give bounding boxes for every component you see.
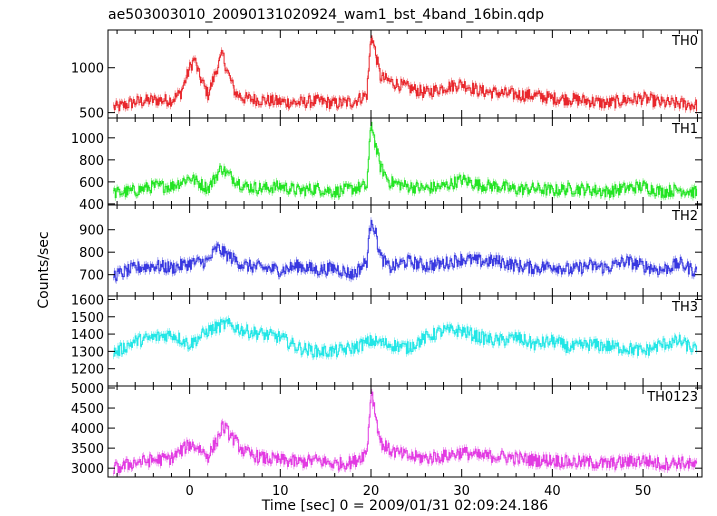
y-tick-label: 5000 xyxy=(71,382,104,397)
series-line-th0123 xyxy=(113,391,698,475)
panel-label-th1: TH1 xyxy=(671,122,698,137)
y-axis-label: Counts/sec xyxy=(36,231,52,308)
panel-label-th2: TH2 xyxy=(671,209,698,224)
x-tick-labels: 0 10 20 30 40 50 xyxy=(185,484,651,499)
x-tick-label: 0 xyxy=(185,484,193,499)
x-tick-label: 50 xyxy=(635,484,652,499)
panel-label-th0123: TH0123 xyxy=(646,390,698,405)
panel-label-th0: TH0 xyxy=(671,34,698,49)
y-tick-label: 3500 xyxy=(71,442,104,457)
x-tick-label: 20 xyxy=(363,484,380,499)
x-axis-label: Time [sec] 0 = 2009/01/31 02:09:24.186 xyxy=(261,498,549,514)
panel-th0123: 3000 3500 4000 4500 5000 TH0123 xyxy=(71,382,703,478)
y-tick-label: 800 xyxy=(79,246,104,261)
y-tick-label: 1000 xyxy=(71,62,104,77)
y-tick-label: 4500 xyxy=(71,402,104,417)
y-tick-label: 1300 xyxy=(71,345,104,360)
panel-frame xyxy=(107,385,703,478)
x-tick-label: 10 xyxy=(272,484,289,499)
panel-th3: 1200 1300 1400 1500 1600 TH3 xyxy=(71,293,703,387)
y-tick-label: 1400 xyxy=(71,328,104,343)
y-tick-label: 800 xyxy=(79,154,104,169)
y-tick-label: 500 xyxy=(79,107,104,122)
y-tick-label: 3000 xyxy=(71,462,104,477)
y-tick-label: 600 xyxy=(79,176,104,191)
y-tick-label: 1500 xyxy=(71,311,104,326)
panel-th2: 700 800 900 TH2 xyxy=(79,204,703,297)
y-tick-label: 700 xyxy=(79,269,104,284)
x-tick-label: 40 xyxy=(544,484,561,499)
y-tick-label: 1200 xyxy=(71,363,104,378)
y-tick-label: 1600 xyxy=(71,293,104,308)
y-tick-label: 900 xyxy=(79,224,104,239)
error-bars-th2 xyxy=(113,217,697,284)
y-tick-label: 4000 xyxy=(71,422,104,437)
x-tick-label: 30 xyxy=(453,484,470,499)
panels-group: 500 1000 TH0 400 600 800 1000 TH1 700 800 900 TH2 12… xyxy=(71,29,703,478)
series-line-th3 xyxy=(113,318,698,358)
panel-label-th3: TH3 xyxy=(671,300,698,315)
series-line-th0 xyxy=(113,35,698,112)
panel-th0: 500 1000 TH0 xyxy=(71,29,703,122)
series-line-th1 xyxy=(113,121,698,199)
chart-title: ae503003010_20090131020924_wam1_bst_4ban… xyxy=(108,7,544,23)
panel-frame xyxy=(107,204,703,297)
series-line-th2 xyxy=(113,219,698,282)
panel-th1: 400 600 800 1000 TH1 xyxy=(71,117,703,213)
y-tick-label: 1000 xyxy=(71,132,104,147)
y-tick-label: 400 xyxy=(79,198,104,213)
